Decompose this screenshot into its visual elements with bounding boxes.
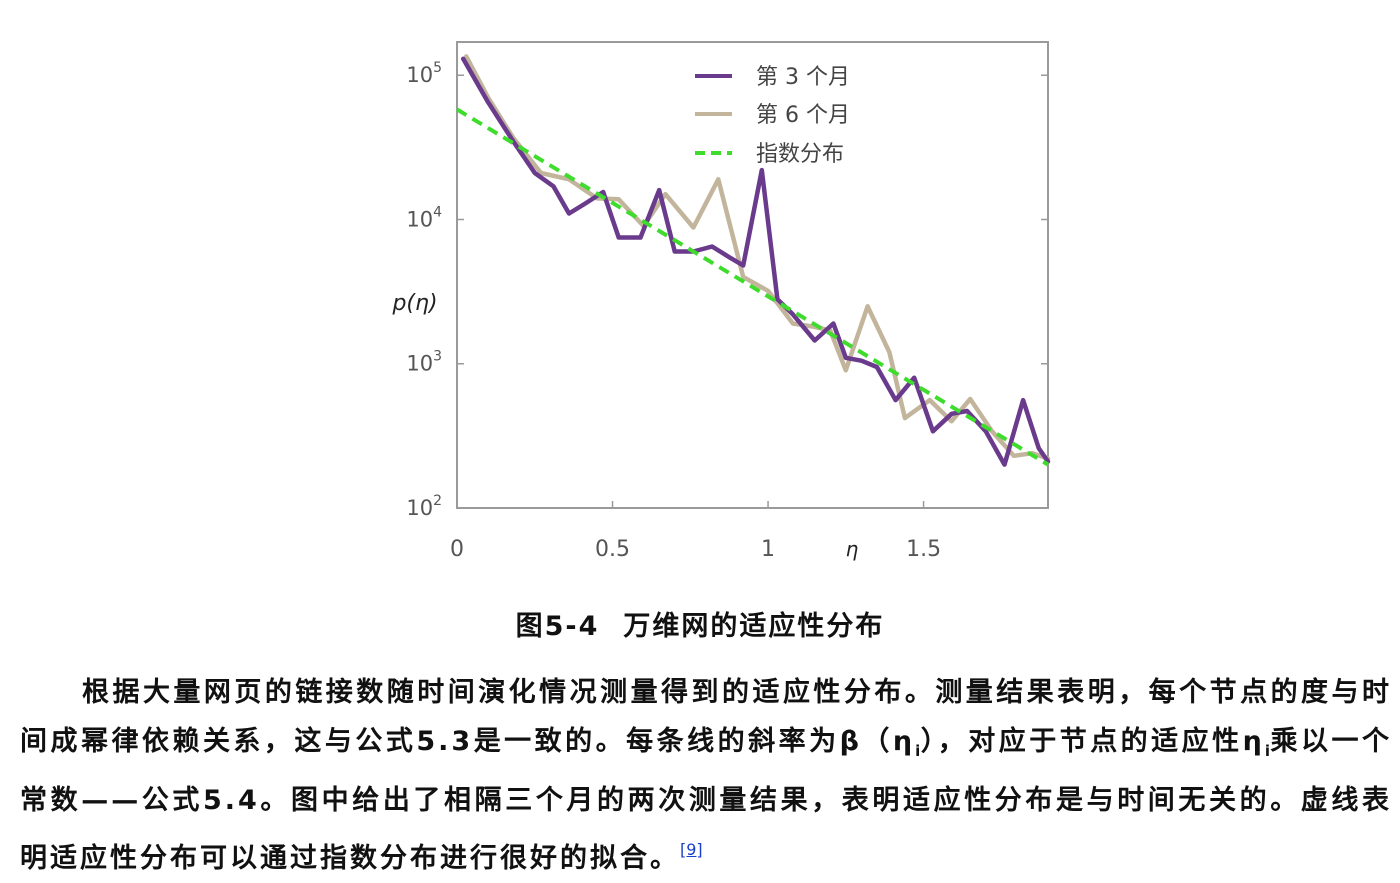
body-paragraph: 根据大量网页的链接数随时间演化情况测量得到的适应性分布。测量结果表明，每个节点的… <box>20 668 1392 883</box>
y-axis-ticks: 102 103 104 105 <box>406 60 1048 520</box>
x-tick-label: 1.5 <box>906 537 941 562</box>
x-tick-label: 0 <box>450 537 464 562</box>
legend-label: 第 6 个月 <box>756 103 850 128</box>
y-tick-label: 104 <box>406 204 442 231</box>
subscript-i-1: i <box>915 742 921 760</box>
x-axis-label: η <box>846 537 859 561</box>
figure-number: 图5-4 <box>515 611 600 642</box>
figure-caption: 图5-4 万维网的适应性分布 <box>0 604 1400 643</box>
reference-link[interactable]: [9] <box>680 840 703 859</box>
y-tick-label: 103 <box>406 349 442 376</box>
series-line-3 <box>455 107 1050 467</box>
y-axis-label: p(η) <box>391 291 437 316</box>
legend-label: 第 3 个月 <box>756 65 850 90</box>
paragraph-text-2: ），对应于节点的适应性η <box>920 726 1265 757</box>
plot-frame <box>456 41 1049 509</box>
figure-title: 万维网的适应性分布 <box>623 611 885 642</box>
series-line-2 <box>464 54 1051 461</box>
series-layer <box>455 54 1051 467</box>
paragraph-text-3: 乘以一个常数——公式5.4。图中给出了相隔三个月的两次测量结果，表明适应性分布是… <box>20 726 1393 874</box>
y-tick-label: 105 <box>406 60 442 87</box>
x-tick-label: 0.5 <box>595 537 630 562</box>
fitness-distribution-chart: 102 103 104 105 0 0.5 1 1.5 p(η) η 第 3 个月第 6 个… <box>391 41 1051 562</box>
legend-label: 指数分布 <box>756 142 844 167</box>
paragraph-text-1: 根据大量网页的链接数随时间演化情况测量得到的适应性分布。测量结果表明，每个节点的… <box>20 677 1392 757</box>
x-tick-label: 1 <box>761 537 775 562</box>
x-axis-ticks: 0 0.5 1 1.5 <box>450 501 941 562</box>
subscript-i-2: i <box>1264 742 1271 760</box>
y-tick-label: 102 <box>406 493 442 520</box>
